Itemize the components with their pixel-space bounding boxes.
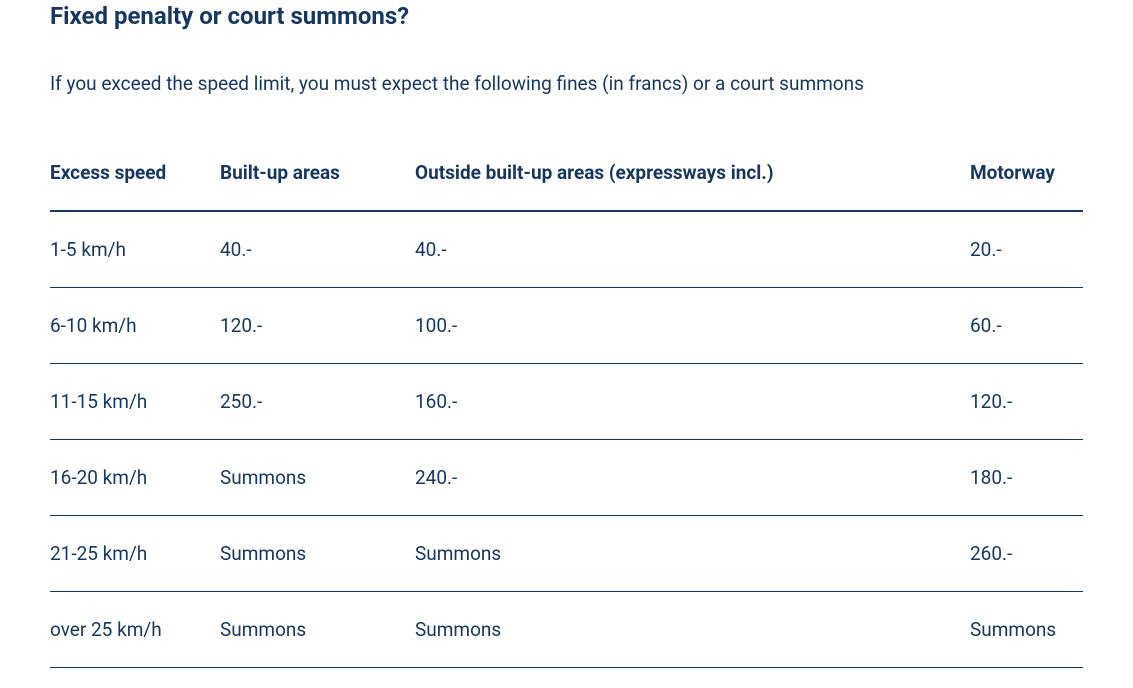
cell-motorway: 260.- bbox=[970, 516, 1083, 592]
cell-outside: 240.- bbox=[415, 440, 970, 516]
table-row: 16-20 km/h Summons 240.- 180.- bbox=[50, 440, 1083, 516]
cell-outside: Summons bbox=[415, 592, 970, 668]
intro-text: If you exceed the speed limit, you must … bbox=[50, 72, 1083, 95]
cell-excess-speed: 16-20 km/h bbox=[50, 440, 220, 516]
cell-outside: 40.- bbox=[415, 211, 970, 288]
cell-excess-speed: 6-10 km/h bbox=[50, 288, 220, 364]
table-row: 21-25 km/h Summons Summons 260.- bbox=[50, 516, 1083, 592]
page-title: Fixed penalty or court summons? bbox=[50, 2, 1083, 30]
cell-motorway: 20.- bbox=[970, 211, 1083, 288]
cell-motorway: 120.- bbox=[970, 364, 1083, 440]
column-header-excess-speed: Excess speed bbox=[50, 147, 220, 211]
cell-built-up: Summons bbox=[220, 516, 415, 592]
cell-excess-speed: 21-25 km/h bbox=[50, 516, 220, 592]
table-row: 1-5 km/h 40.- 40.- 20.- bbox=[50, 211, 1083, 288]
cell-excess-speed: over 25 km/h bbox=[50, 592, 220, 668]
cell-built-up: 40.- bbox=[220, 211, 415, 288]
column-header-outside: Outside built-up areas (expressways incl… bbox=[415, 147, 970, 211]
table-row: 11-15 km/h 250.- 160.- 120.- bbox=[50, 364, 1083, 440]
column-header-built-up: Built-up areas bbox=[220, 147, 415, 211]
cell-outside: 100.- bbox=[415, 288, 970, 364]
column-header-motorway: Motorway bbox=[970, 147, 1083, 211]
cell-built-up: Summons bbox=[220, 440, 415, 516]
table-header-row: Excess speed Built-up areas Outside buil… bbox=[50, 147, 1083, 211]
cell-excess-speed: 11-15 km/h bbox=[50, 364, 220, 440]
cell-excess-speed: 1-5 km/h bbox=[50, 211, 220, 288]
cell-built-up: Summons bbox=[220, 592, 415, 668]
cell-outside: Summons bbox=[415, 516, 970, 592]
cell-motorway: Summons bbox=[970, 592, 1083, 668]
cell-built-up: 120.- bbox=[220, 288, 415, 364]
cell-motorway: 180.- bbox=[970, 440, 1083, 516]
cell-built-up: 250.- bbox=[220, 364, 415, 440]
cell-outside: 160.- bbox=[415, 364, 970, 440]
table-row: over 25 km/h Summons Summons Summons bbox=[50, 592, 1083, 668]
penalty-table: Excess speed Built-up areas Outside buil… bbox=[50, 147, 1083, 668]
cell-motorway: 60.- bbox=[970, 288, 1083, 364]
table-row: 6-10 km/h 120.- 100.- 60.- bbox=[50, 288, 1083, 364]
